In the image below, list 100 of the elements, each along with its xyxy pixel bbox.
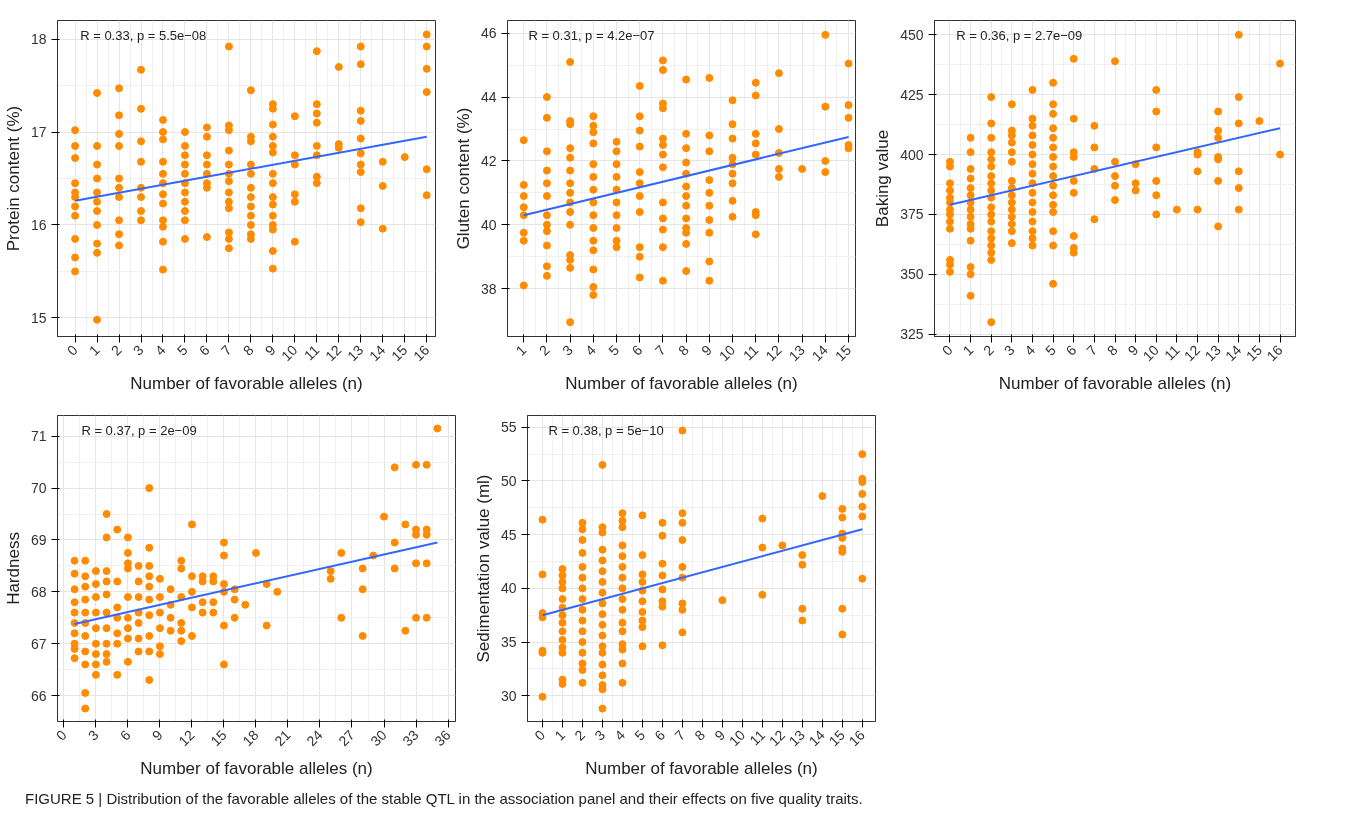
- y-tick-label: 44: [480, 89, 497, 106]
- y-tick-label: 46: [480, 25, 497, 42]
- x-tick-label: 6: [195, 341, 213, 359]
- x-tick-label: 1: [85, 341, 103, 359]
- x-tick-label: 10: [715, 341, 739, 365]
- x-tick-label: 15: [831, 341, 855, 365]
- y-tick-label: 350: [900, 266, 924, 283]
- x-axis-title: Number of favorable alleles (n): [130, 373, 363, 393]
- x-tick-label: 21: [271, 726, 294, 750]
- annotation: R = 0.37, p = 2e−09: [81, 423, 197, 439]
- y-axis-title: Hardness: [3, 532, 23, 605]
- x-tick-label: 15: [388, 341, 411, 365]
- x-tick-label: 8: [691, 726, 709, 744]
- x-tick-label: 7: [671, 726, 689, 744]
- y-axis-title: Protein content (%): [3, 105, 23, 252]
- y-tick-label: 40: [480, 216, 497, 233]
- x-tick-label: 0: [938, 341, 956, 359]
- y-tick-label: 66: [30, 687, 47, 704]
- x-axis-title: Number of favorable alleles (n): [140, 758, 373, 778]
- x-tick-label: 13: [1201, 341, 1224, 365]
- x-tick-label: 7: [217, 341, 235, 359]
- y-tick-label: 70: [30, 480, 47, 497]
- x-axis-title: Number of favorable alleles (n): [998, 373, 1232, 393]
- x-tick-label: 9: [698, 341, 716, 359]
- x-tick-label: 7: [1083, 341, 1101, 359]
- y-tick-label: 18: [30, 31, 47, 48]
- x-tick-label: 12: [762, 341, 785, 365]
- x-tick-label: 0: [63, 341, 81, 359]
- x-tick-label: 9: [148, 726, 166, 744]
- x-tick-label: 11: [739, 341, 762, 364]
- x-tick-label: 8: [1103, 341, 1121, 359]
- y-tick-label: 425: [900, 86, 924, 103]
- y-tick-label: 69: [30, 531, 47, 548]
- x-tick-label: 4: [611, 726, 629, 744]
- x-tick-label: 2: [571, 726, 589, 744]
- x-tick-label: 1: [512, 341, 530, 359]
- x-tick-label: 6: [651, 726, 669, 744]
- annotation: R = 0.31, p = 4.2e−07: [528, 28, 655, 44]
- y-axis-title: Sedimentation value (ml): [473, 474, 493, 663]
- x-axis-title: Number of favorable alleles (n): [585, 758, 818, 778]
- x-tick-label: 6: [1062, 341, 1080, 359]
- x-tick-label: 9: [261, 341, 279, 359]
- y-tick-label: 45: [500, 526, 517, 543]
- y-tick-label: 35: [500, 634, 517, 651]
- y-tick-label: 16: [30, 216, 47, 233]
- x-tick-label: 13: [785, 341, 808, 365]
- x-tick-label: 0: [531, 726, 549, 744]
- y-tick-label: 42: [480, 152, 497, 169]
- x-tick-label: 2: [107, 341, 125, 359]
- x-tick-label: 5: [173, 341, 191, 359]
- x-tick-label: 3: [1000, 341, 1018, 359]
- x-axis-title: Number of favorable alleles (n): [565, 373, 798, 393]
- x-tick-label: 4: [1021, 341, 1039, 359]
- x-tick-label: 8: [674, 341, 692, 359]
- x-tick-label: 16: [410, 341, 433, 365]
- x-tick-label: 5: [605, 341, 623, 359]
- x-tick-label: 3: [129, 341, 147, 359]
- x-tick-label: 4: [151, 341, 169, 359]
- y-axis-title: Baking value: [873, 129, 893, 228]
- y-tick-label: 40: [500, 580, 517, 597]
- x-tick-label: 14: [808, 341, 832, 365]
- y-tick-label: 55: [500, 419, 517, 436]
- y-tick-label: 325: [900, 326, 924, 343]
- x-tick-label: 3: [84, 726, 102, 744]
- annotation: R = 0.38, p = 5e−10: [548, 423, 664, 439]
- x-tick-label: 9: [1124, 341, 1142, 359]
- x-tick-label: 18: [239, 726, 262, 750]
- x-tick-label: 8: [239, 341, 257, 359]
- x-tick-label: 10: [1139, 341, 1163, 365]
- annotation: R = 0.36, p = 2.7e−09: [956, 28, 1083, 44]
- x-tick-label: 11: [300, 341, 323, 364]
- y-tick-label: 450: [900, 26, 924, 43]
- x-tick-label: 0: [52, 726, 70, 744]
- x-tick-label: 2: [535, 341, 553, 359]
- x-tick-label: 12: [1180, 341, 1204, 365]
- x-tick-label: 1: [959, 341, 977, 359]
- x-tick-label: 24: [303, 726, 326, 750]
- x-tick-label: 1: [551, 726, 569, 744]
- x-tick-label: 6: [116, 726, 134, 744]
- x-tick-label: 12: [175, 726, 198, 750]
- x-tick-label: 10: [278, 341, 301, 365]
- y-tick-label: 17: [30, 124, 47, 141]
- x-tick-label: 15: [1242, 341, 1266, 365]
- x-tick-label: 14: [1222, 341, 1245, 365]
- x-tick-label: 7: [651, 341, 669, 359]
- x-tick-label: 16: [1263, 341, 1286, 365]
- annotation: R = 0.33, p = 5.5e−08: [80, 28, 207, 44]
- x-tick-label: 2: [980, 341, 998, 359]
- caption: FIGURE 5 | Distribution of the favorable alleles of the stable QTL in the association panel and their effects on five quality traits.: [25, 789, 863, 809]
- x-tick-label: 14: [366, 341, 389, 365]
- y-axis-title: Gluten content (%): [453, 107, 473, 250]
- y-tick-label: 38: [480, 280, 497, 297]
- x-tick-label: 11: [1160, 341, 1183, 364]
- y-tick-label: 15: [30, 309, 47, 326]
- y-tick-label: 68: [30, 583, 47, 600]
- x-tick-label: 3: [591, 726, 609, 744]
- x-tick-label: 15: [207, 726, 230, 750]
- y-tick-label: 67: [30, 635, 47, 652]
- x-tick-label: 5: [631, 726, 649, 744]
- y-tick-label: 30: [500, 687, 517, 704]
